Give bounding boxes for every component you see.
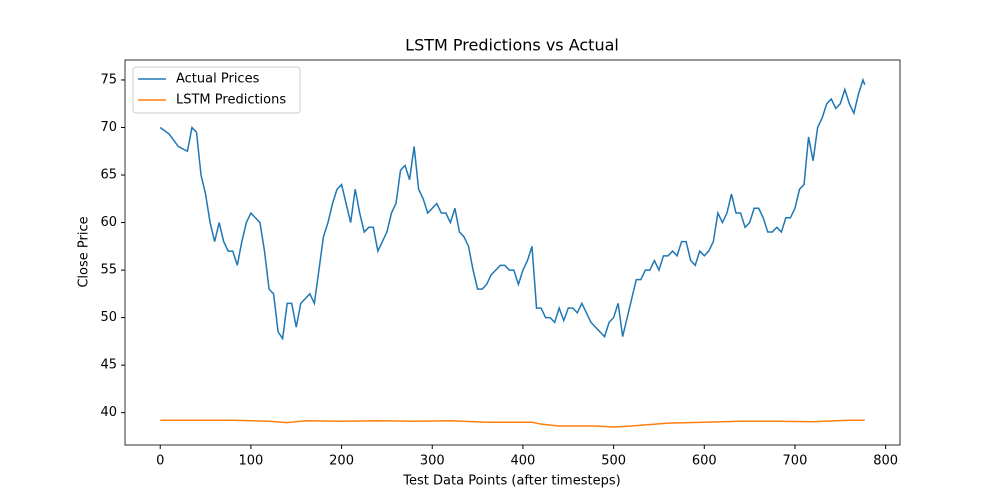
- y-tick-label: 75: [100, 72, 117, 87]
- x-tick-label: 500: [601, 454, 626, 469]
- legend-label: LSTM Predictions: [176, 93, 286, 108]
- y-tick-label: 50: [100, 310, 117, 325]
- x-tick-label: 600: [692, 454, 717, 469]
- plot-frame: [124, 59, 901, 446]
- x-tick-label: 0: [156, 454, 164, 469]
- y-tick-label: 40: [100, 405, 117, 420]
- x-tick-label: 200: [329, 454, 354, 469]
- chart-title: LSTM Predictions vs Actual: [405, 36, 619, 55]
- legend-label: Actual Prices: [176, 72, 260, 87]
- y-tick-label: 65: [100, 168, 117, 183]
- x-tick-label: 700: [783, 454, 808, 469]
- x-tick-label: 300: [420, 454, 445, 469]
- y-axis-label: Close Price: [77, 216, 92, 287]
- y-tick-label: 55: [100, 263, 117, 278]
- x-tick-label: 800: [873, 454, 898, 469]
- line-series: [159, 77, 866, 341]
- y-tick-label: 45: [100, 358, 117, 373]
- legend-box: [132, 66, 301, 114]
- x-axis-label: Test Data Points (after timesteps): [402, 474, 620, 489]
- y-tick-label: 60: [100, 215, 117, 230]
- x-tick-label: 400: [511, 454, 536, 469]
- x-tick-label: 100: [238, 454, 263, 469]
- line-series: [160, 419, 865, 428]
- y-tick-label: 70: [100, 120, 117, 135]
